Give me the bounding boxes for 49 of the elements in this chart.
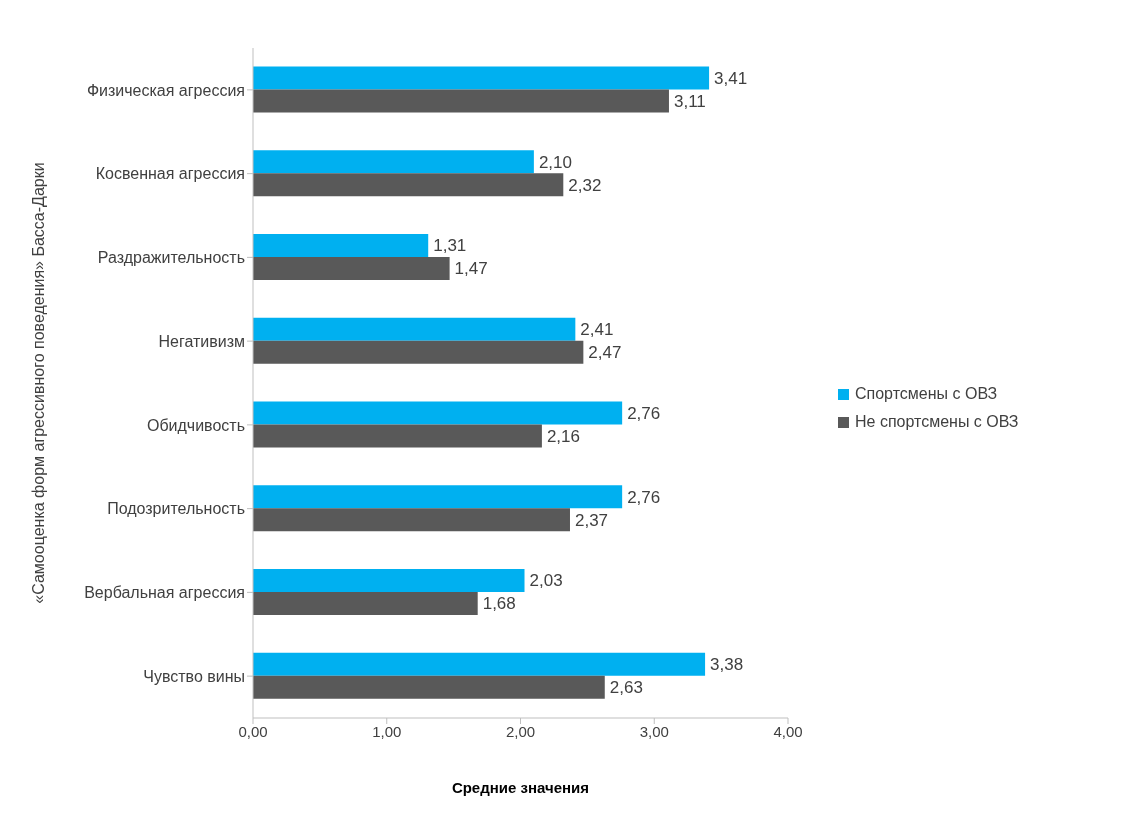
- bar: [253, 591, 478, 615]
- bar: [253, 401, 623, 425]
- data-label: 2,32: [568, 175, 602, 195]
- data-label: 1,31: [433, 236, 467, 256]
- x-tick-label: 2,00: [505, 722, 536, 740]
- bar: [253, 317, 576, 341]
- bar: [253, 568, 525, 592]
- bar: [253, 508, 570, 532]
- bar: [253, 340, 584, 364]
- data-label: 2,47: [588, 343, 622, 363]
- x-axis-title: Средние значения: [451, 779, 590, 796]
- data-label: 2,37: [574, 510, 609, 530]
- bar: [253, 89, 669, 113]
- bar: [253, 485, 623, 509]
- data-label: 3,11: [673, 91, 706, 111]
- x-tick-label: 0,00: [238, 722, 268, 740]
- data-label: 3,38: [710, 655, 744, 675]
- data-label: 1,47: [454, 259, 488, 279]
- bar: [253, 66, 710, 90]
- bar: [253, 256, 450, 280]
- data-label: 2,76: [627, 403, 661, 423]
- legend-label: Не спортсмены с ОВЗ: [855, 413, 1019, 431]
- legend-label: Спортсмены с ОВЗ: [855, 385, 998, 403]
- y-tick-label: Обидчивость: [146, 416, 245, 434]
- data-label: 2,10: [538, 152, 572, 172]
- data-label: 2,76: [627, 487, 661, 507]
- data-label: 2,16: [546, 426, 580, 446]
- bar: [253, 173, 564, 197]
- y-tick-label: Негативизм: [158, 332, 245, 350]
- y-tick-label: Подозрительность: [107, 500, 245, 518]
- y-tick-label: Раздражительность: [97, 249, 245, 267]
- y-tick-label: Вербальная агрессия: [84, 584, 245, 602]
- bar: [253, 150, 534, 174]
- data-label: 2,03: [529, 571, 563, 591]
- data-label: 1,68: [482, 594, 516, 614]
- x-tick-label: 4,00: [773, 722, 803, 740]
- bar: [253, 675, 605, 699]
- y-tick-label: Физическая агрессия: [86, 81, 245, 99]
- data-label: 2,41: [580, 320, 614, 340]
- x-tick-label: 3,00: [639, 722, 669, 740]
- y-axis-title: «Самооценка форм агрессивного поведения» Басса-Дарки: [29, 162, 47, 604]
- y-tick-label: Чувство вины: [143, 667, 245, 685]
- data-label: 2,63: [609, 678, 643, 698]
- bar: [253, 652, 706, 676]
- data-label: 3,41: [714, 68, 748, 88]
- bar: [253, 424, 542, 448]
- y-tick-label: Косвенная агрессия: [95, 165, 245, 183]
- x-tick-label: 1,00: [372, 722, 402, 740]
- bar: [253, 233, 429, 257]
